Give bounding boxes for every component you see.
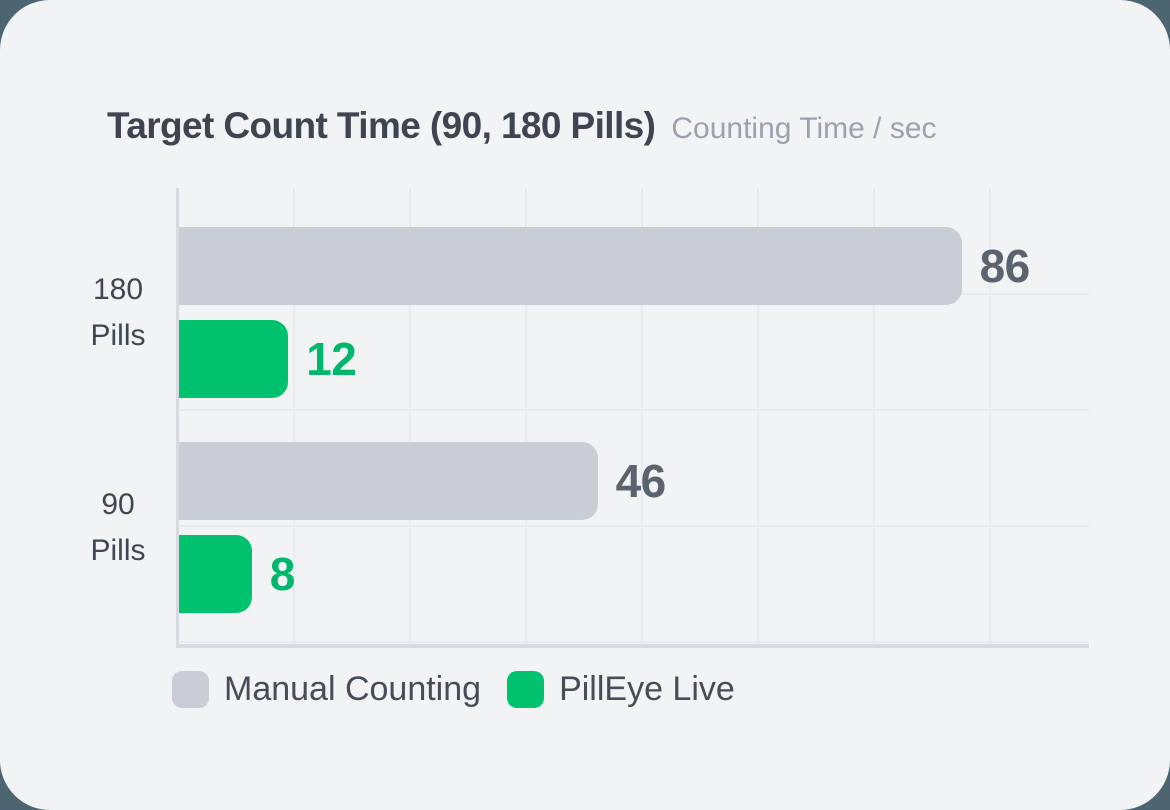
bar-pilleye-live xyxy=(179,320,289,398)
legend-label-manual-counting: Manual Counting xyxy=(224,670,482,708)
bar-row-90-pills-pilleye-live: 8 xyxy=(179,535,1089,613)
chart-header: Target Count Time (90, 180 Pills) Counti… xyxy=(107,103,937,149)
bar-manual-counting xyxy=(179,442,598,520)
legend-swatch-manual-counting xyxy=(172,671,209,708)
legend-item-pilleye-live: PillEye Live xyxy=(507,670,735,709)
bar-row-180-pills-manual-counting: 86 xyxy=(179,227,1089,305)
chart-title: Target Count Time (90, 180 Pills) xyxy=(107,105,656,146)
plot-area: 86 12 46 8 xyxy=(176,188,1089,648)
bar-manual-counting xyxy=(179,227,962,305)
bar-value-label: 46 xyxy=(615,455,667,507)
bar-pilleye-live xyxy=(179,535,252,613)
category-label-90-pills: 90 Pills xyxy=(90,488,146,567)
bar-value-label: 8 xyxy=(269,548,296,600)
bar-row-90-pills-manual-counting: 46 xyxy=(179,442,1089,520)
legend-label-pilleye-live: PillEye Live xyxy=(559,670,735,708)
bar-value-label: 12 xyxy=(306,333,357,385)
chart-subtitle: Counting Time / sec xyxy=(671,112,937,145)
bar-value-label: 86 xyxy=(979,240,1031,292)
legend-item-manual-counting: Manual Counting xyxy=(172,670,481,709)
bar-row-180-pills-pilleye-live: 12 xyxy=(179,320,1089,398)
legend-swatch-pilleye-live xyxy=(507,671,545,708)
category-label-180-pills: 180 Pills xyxy=(90,273,146,352)
legend: Manual Counting PillEye Live xyxy=(172,670,735,709)
